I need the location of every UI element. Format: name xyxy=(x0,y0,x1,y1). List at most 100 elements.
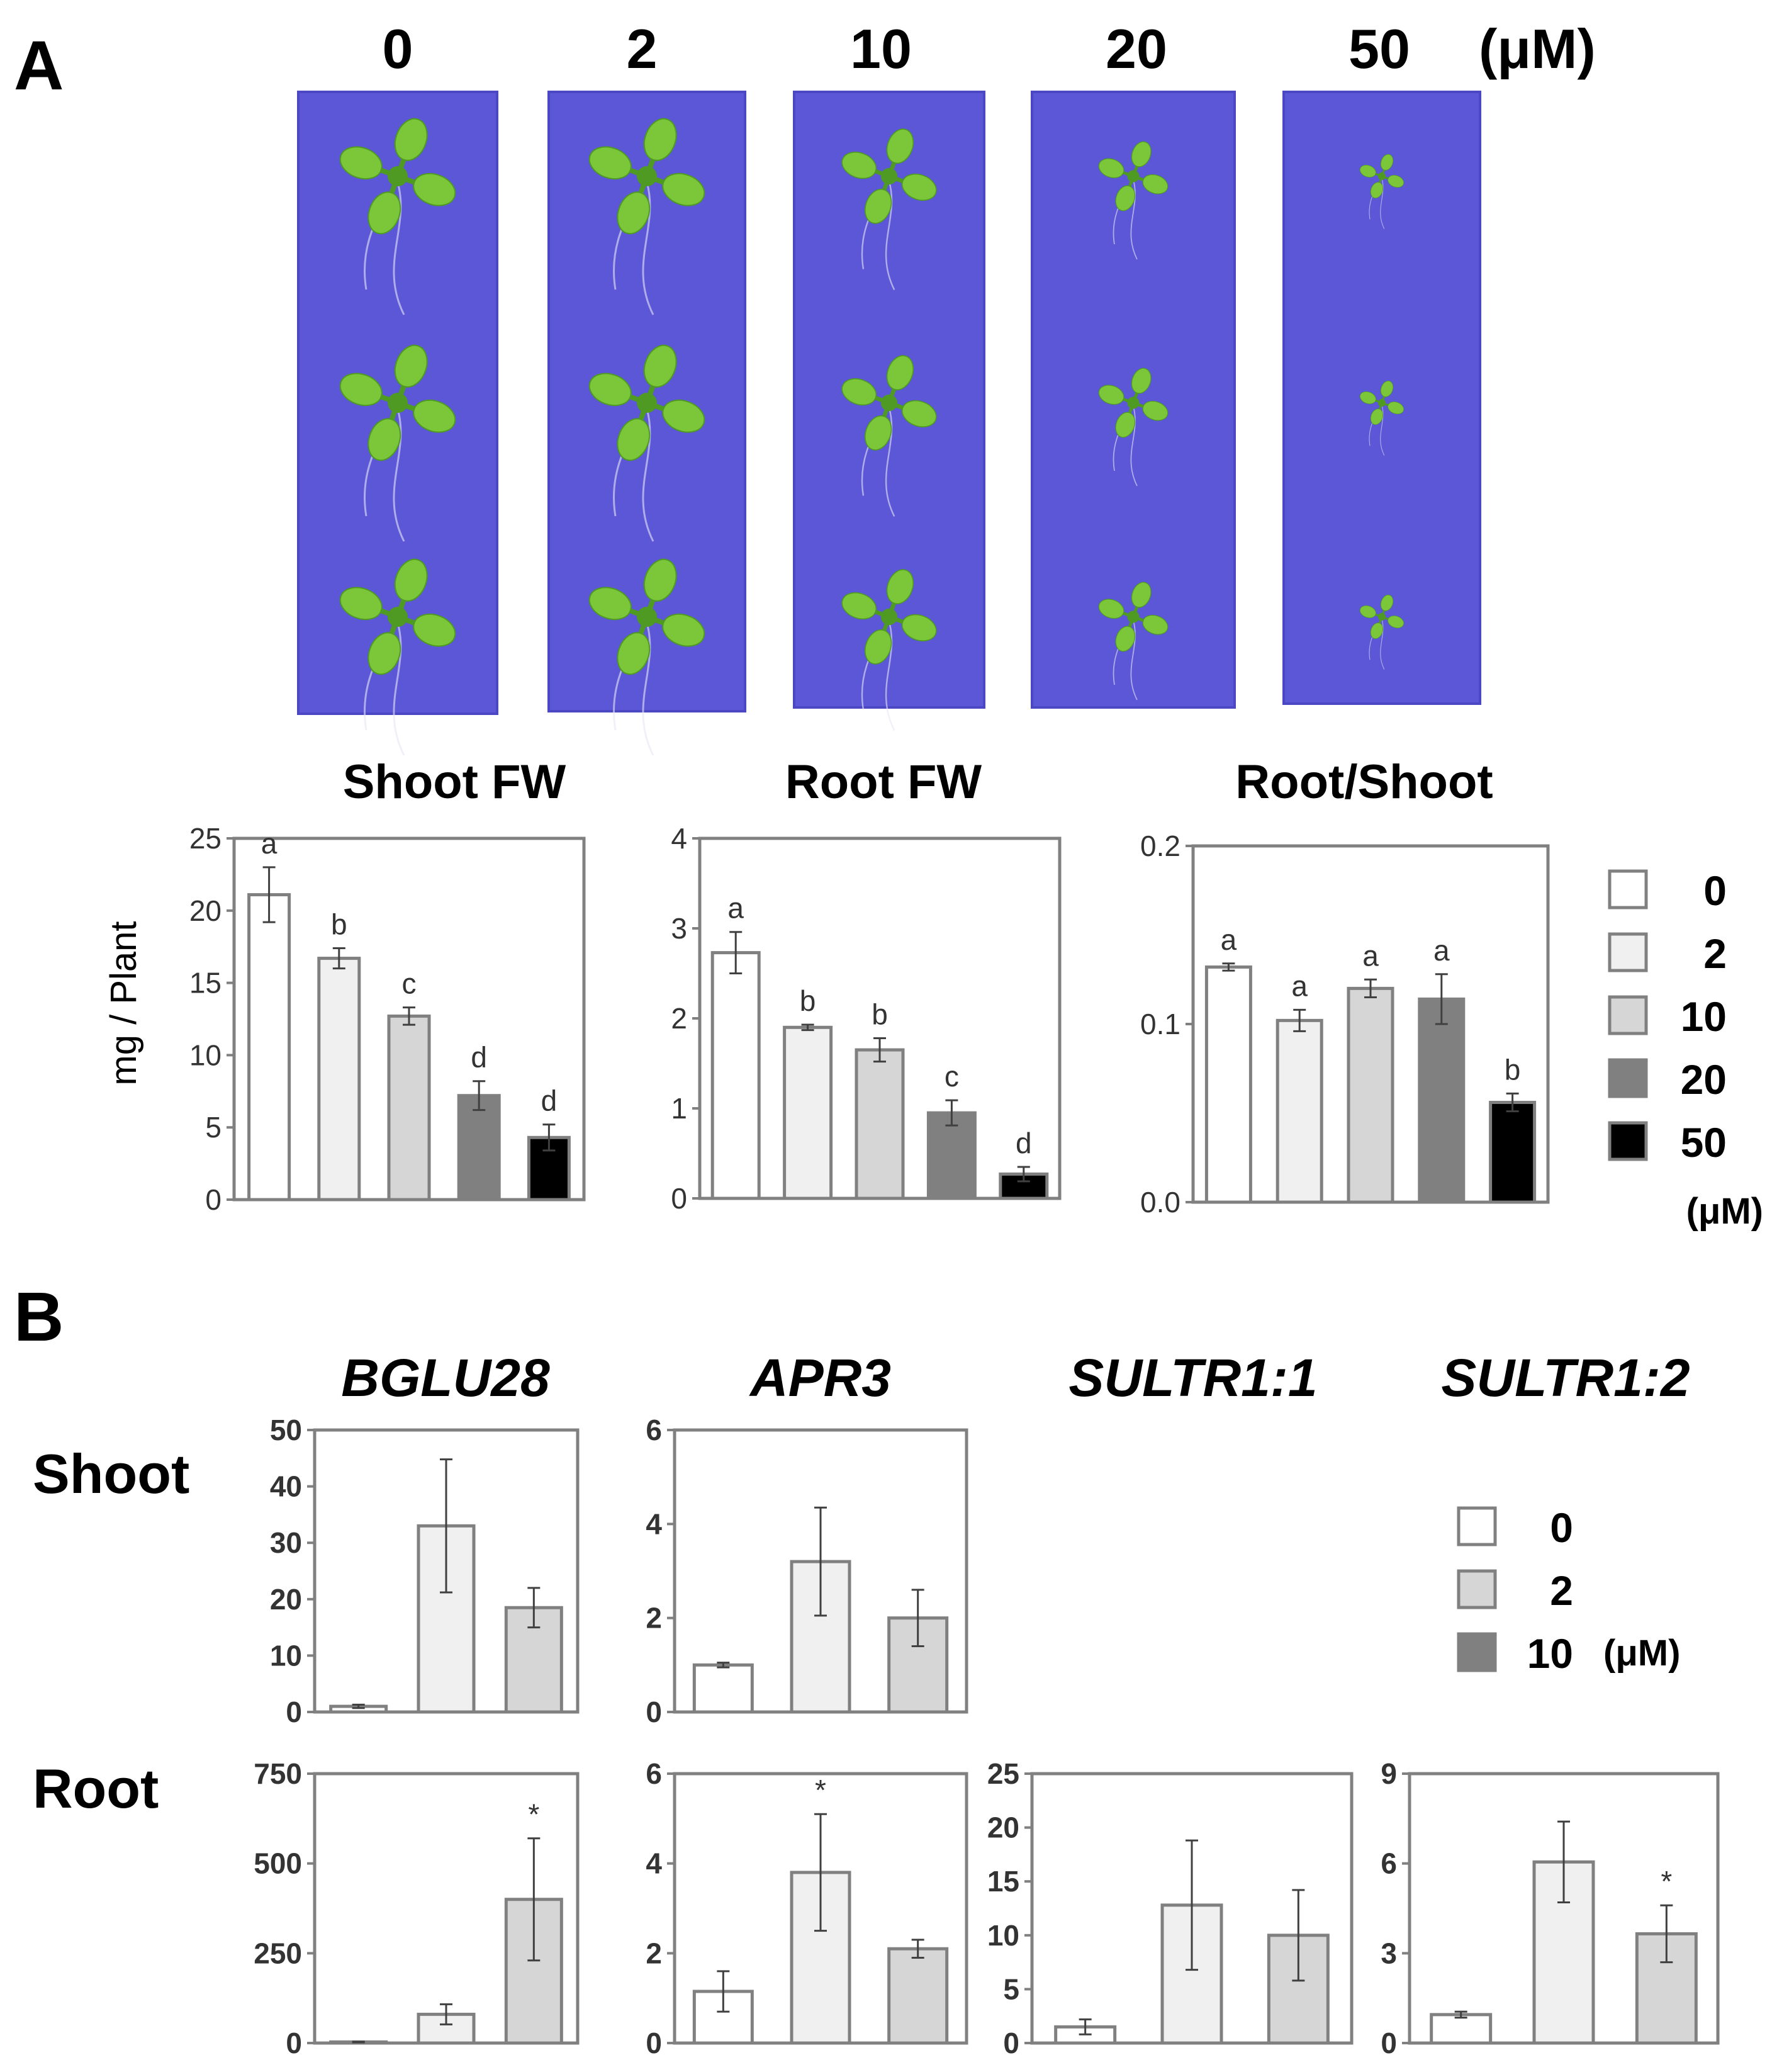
panel-a-letter: A xyxy=(14,27,64,104)
bar-20 xyxy=(457,1094,501,1202)
rosette-center xyxy=(388,607,408,627)
leaf xyxy=(367,418,401,461)
rosette-center xyxy=(1127,397,1140,409)
photo-conc-label-0: 0 xyxy=(383,18,413,80)
gene-title-bglu28: BGLU28 xyxy=(341,1348,550,1407)
leaf xyxy=(901,400,937,428)
y-tick-label: 250 xyxy=(254,1937,302,1969)
leaf xyxy=(841,592,877,620)
significance-label: b xyxy=(872,998,888,1030)
leaf xyxy=(1381,154,1394,171)
leaf xyxy=(588,373,632,407)
leaf xyxy=(1388,402,1405,415)
y-tick-label: 0 xyxy=(205,1183,222,1216)
seedling xyxy=(588,344,705,542)
leaf xyxy=(1142,614,1169,635)
leaf xyxy=(643,558,677,602)
leaf xyxy=(413,172,456,206)
significance-label: * xyxy=(1661,1865,1672,1898)
significance-label: a xyxy=(1433,934,1450,967)
leaf xyxy=(864,415,892,451)
significance-label: d xyxy=(471,1041,487,1074)
significance-label: d xyxy=(1016,1127,1032,1159)
seedling xyxy=(1359,594,1405,670)
leaf xyxy=(1359,391,1376,404)
y-tick-label: 15 xyxy=(987,1865,1019,1898)
legend-label-50: 50 xyxy=(1681,1119,1727,1166)
leaf xyxy=(617,191,651,235)
seedling xyxy=(1098,582,1169,701)
bar-2 xyxy=(1276,1018,1323,1204)
y-tick-label: 1 xyxy=(671,1092,687,1125)
legend-b-label-10: 10 xyxy=(1527,1630,1573,1677)
leaf xyxy=(1388,616,1405,629)
y-tick-label: 2 xyxy=(646,1602,662,1635)
legend-panel-a: 0 2 10 20 50 (μM) xyxy=(1608,867,1763,1232)
legend-label-20: 20 xyxy=(1681,1056,1727,1103)
y-tick-label: 0.1 xyxy=(1140,1008,1180,1040)
leaf xyxy=(643,118,677,161)
leaf xyxy=(1142,174,1169,194)
leaf xyxy=(1142,400,1169,421)
plate-background xyxy=(1282,91,1481,705)
plate-photo-10 xyxy=(793,91,985,731)
chart-apr3_shoot: 0 2 4 6 xyxy=(646,1414,968,1728)
legend-swatch-0 xyxy=(1608,869,1648,909)
significance-label: a xyxy=(727,892,744,925)
rosette-center xyxy=(1127,170,1140,183)
significance-label: a xyxy=(1221,923,1237,956)
legend-label-0: 0 xyxy=(1703,867,1727,914)
significance-label: d xyxy=(541,1084,558,1117)
chart-shoot_fw: 0 5 10 15 20 25 a b c d d xyxy=(189,822,586,1216)
legend-swatch-10 xyxy=(1608,995,1648,1035)
leaf xyxy=(841,151,877,179)
rosette-center xyxy=(637,607,657,627)
leaf xyxy=(588,146,632,180)
rosette-center xyxy=(880,394,898,412)
leaf xyxy=(1359,605,1376,618)
rosette-center xyxy=(388,166,408,186)
leaf xyxy=(1381,380,1394,397)
bar-10 xyxy=(887,1947,949,2045)
legend-b-unit: (μM) xyxy=(1603,1633,1680,1674)
y-tick-label: 6 xyxy=(646,1757,662,1790)
bar-0 xyxy=(710,951,761,1200)
seedling xyxy=(339,344,456,542)
leaf xyxy=(1359,164,1376,177)
leaf xyxy=(662,172,705,206)
y-tick-label: 3 xyxy=(1381,1937,1397,1969)
significance-label: * xyxy=(815,1774,826,1806)
row-label-root: Root xyxy=(33,1757,159,1820)
y-tick-label: 0 xyxy=(646,2027,662,2059)
seedling xyxy=(588,118,705,315)
seedling xyxy=(1098,368,1169,487)
y-tick-label: 2 xyxy=(671,1002,687,1035)
y-tick-label: 500 xyxy=(254,1847,302,1880)
significance-label: a xyxy=(1362,939,1379,972)
y-tick-label: 0 xyxy=(286,2027,302,2059)
legend-b-swatch-0 xyxy=(1457,1506,1497,1546)
leaf xyxy=(367,632,401,675)
leaf xyxy=(1381,594,1394,611)
significance-label: * xyxy=(528,1798,539,1831)
leaf xyxy=(394,344,428,388)
gene-title-sultr1-1: SULTR1:1 xyxy=(1068,1348,1317,1407)
chart-apr3_root: 0 2 4 6 * xyxy=(646,1757,968,2059)
y-tick-label: 20 xyxy=(189,894,222,927)
y-tick-label: 4 xyxy=(671,822,687,855)
leaf xyxy=(901,614,937,642)
legend-label-2: 2 xyxy=(1703,930,1727,977)
leaf xyxy=(1370,622,1383,639)
bar-50 xyxy=(1489,1101,1537,1204)
leaf xyxy=(662,613,705,647)
leaf xyxy=(367,191,401,235)
chart-root_shoot: 0.0 0.1 0.2 a a a a b xyxy=(1140,830,1550,1219)
bar-0 xyxy=(692,1663,754,1714)
y-tick-label: 4 xyxy=(646,1847,662,1880)
bar-10 xyxy=(504,1898,563,2045)
leaf xyxy=(1115,185,1136,211)
leaf xyxy=(617,418,651,461)
y-tick-label: 5 xyxy=(1003,1973,1019,2005)
